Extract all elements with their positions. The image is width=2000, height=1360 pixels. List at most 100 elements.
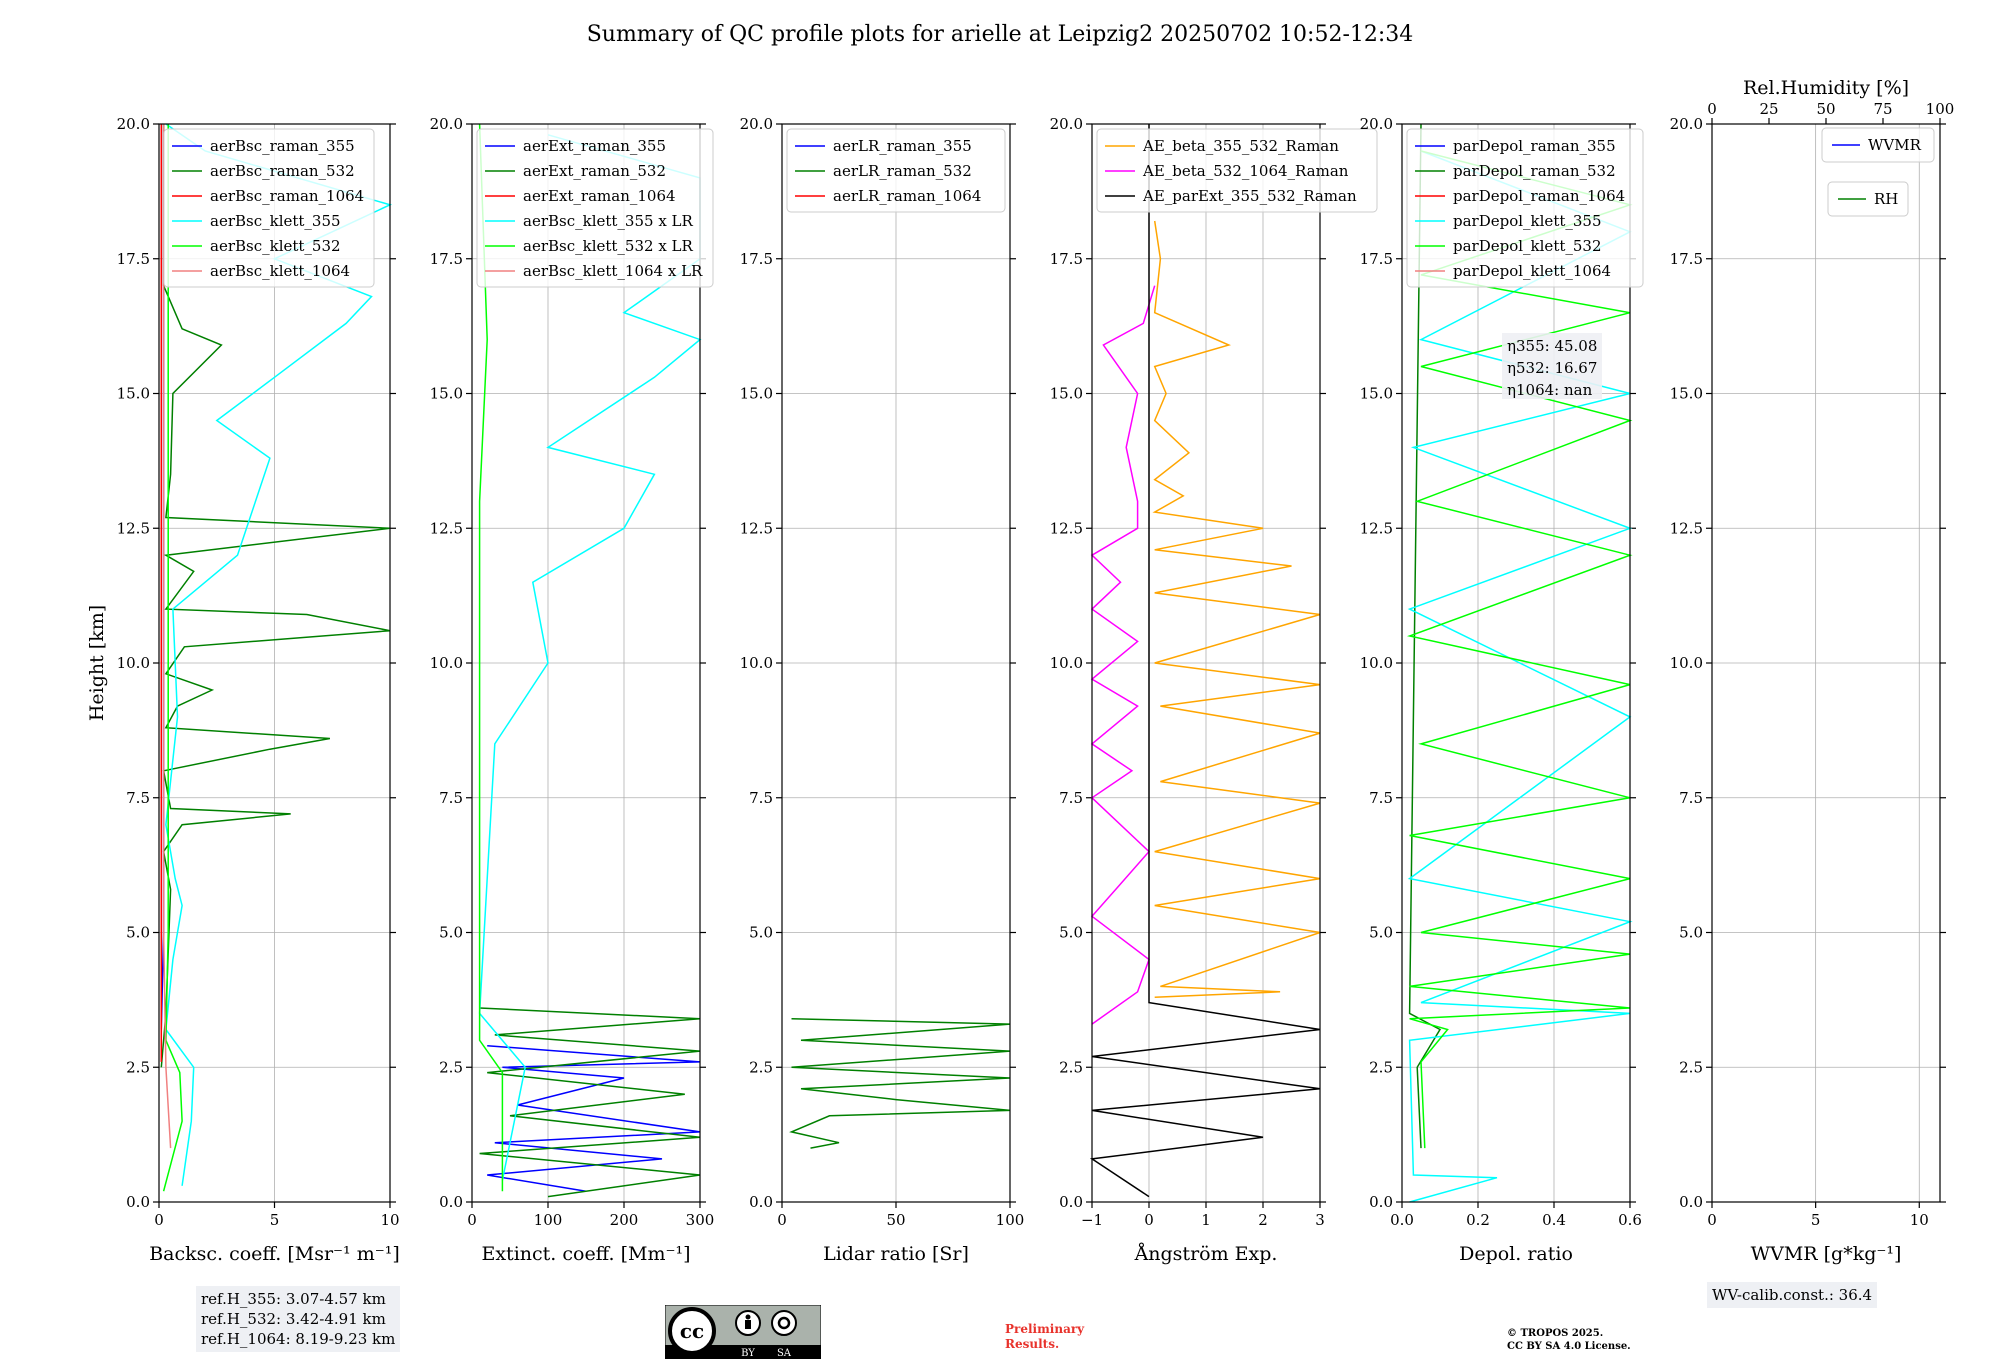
axes-frame: [781, 123, 1011, 1203]
panel-5: 0.0 2.5 5.0 7.5 10.0 12.5 15.0 17.5 20.0 0.0 0.2 0.…: [1360, 115, 1644, 1265]
series-aerBsc_klett_532 x LR: [478, 123, 504, 1192]
series-AE_beta_355_532_Raman: [1152, 220, 1321, 998]
y-tick-label: 10.0: [740, 654, 773, 672]
y-tick-label: 5.0: [749, 924, 773, 942]
y-tick-label: 2.5: [1059, 1058, 1083, 1076]
y-tick-label: 7.5: [749, 789, 773, 807]
top-x-tick-label: 75: [1873, 100, 1892, 118]
eta-value: η532: 16.67: [1507, 359, 1597, 377]
x-tick-label: 0.2: [1466, 1211, 1490, 1229]
x-axis-label: Backsc. coeff. [Msr⁻¹ m⁻¹]: [149, 1243, 400, 1265]
legend-entry: AE_beta_355_532_Raman: [1142, 137, 1339, 155]
eta-box: [1502, 333, 1602, 399]
series-aerBsc_klett_532: [162, 124, 183, 1192]
legend-entry: aerBsc_raman_355: [210, 137, 355, 155]
x-tick-label: 2: [1258, 1211, 1268, 1229]
x-tick-label: 0: [154, 1211, 164, 1229]
y-tick-label: 5.0: [126, 924, 150, 942]
cc-by-sa-badge: cc BY SA: [665, 1305, 821, 1359]
legend-entry: aerExt_raman_532: [523, 162, 666, 180]
eta-value: η355: 45.08: [1507, 337, 1597, 355]
legend: parDepol_raman_355 parDepol_raman_532 parD…: [1406, 128, 1644, 288]
legend-entry: parDepol_raman_1064: [1453, 187, 1625, 205]
x-tick-label: 200: [610, 1211, 639, 1229]
preliminary-line-1: Preliminary: [1005, 1322, 1085, 1336]
legend-entry: aerBsc_raman_532: [210, 162, 355, 180]
y-tick-label: 12.5: [740, 519, 773, 537]
panel-4: 0.0 2.5 5.0 7.5 10.0 12.5 15.0 17.5 20.0 −1 0 1 2 3 Ån…: [1050, 115, 1378, 1265]
axes-frame: [1711, 123, 1941, 1203]
cc-logo-text: cc: [680, 1319, 704, 1343]
legend-entry: aerLR_raman_355: [833, 137, 972, 155]
panel-1: 0.0 2.5 5.0 7.5 10.0 12.5 15.0 17.5 20.0 0 5 10 Back…: [86, 115, 400, 1265]
preliminary-line-2: Results.: [1005, 1337, 1060, 1351]
legend-entry: aerBsc_klett_1064: [210, 262, 350, 280]
y-tick-label: 15.0: [1360, 385, 1393, 403]
y-tick-label: 0.0: [1679, 1193, 1703, 1211]
legend-entry: aerBsc_raman_1064: [210, 187, 364, 205]
axes-frame: [1401, 123, 1631, 1203]
preliminary-results-note: Preliminary Results.: [1005, 1322, 1084, 1352]
series-AE_beta_532_1064_Raman: [1090, 285, 1156, 1025]
top-x-axis-label: Rel.Humidity [%]: [1743, 77, 1909, 99]
x-tick-label: 50: [886, 1211, 905, 1229]
eta-annotation: η355: 45.08 η532: 16.67 η1064: nan: [1502, 333, 1602, 399]
x-tick-label: 300: [686, 1211, 715, 1229]
copyright-line-2: CC BY SA 4.0 License.: [1507, 1341, 1631, 1352]
y-tick-label: 15.0: [117, 385, 150, 403]
legend-box: [786, 128, 1006, 213]
y-tick-label: 2.5: [439, 1058, 463, 1076]
y-tick-label: 2.5: [1369, 1058, 1393, 1076]
y-tick-label: 2.5: [1679, 1058, 1703, 1076]
y-tick-label: 20.0: [117, 115, 150, 133]
x-tick-label: 100: [534, 1211, 563, 1229]
top-x-tick-label: 100: [1926, 100, 1955, 118]
y-tick-label: 10.0: [1670, 654, 1703, 672]
y-tick-label: 0.0: [1059, 1193, 1083, 1211]
legend-entry: AE_beta_532_1064_Raman: [1142, 162, 1349, 180]
y-tick-label: 17.5: [1670, 250, 1703, 268]
y-tick-label: 10.0: [430, 654, 463, 672]
y-tick-label: 5.0: [439, 924, 463, 942]
legend-entry: aerBsc_klett_532 x LR: [523, 237, 694, 255]
x-tick-label: 10: [1910, 1211, 1929, 1229]
legend-box: [1406, 128, 1644, 288]
x-tick-label: 0.0: [1390, 1211, 1414, 1229]
x-tick-label: 0: [777, 1211, 787, 1229]
legend-box: [1821, 127, 1935, 163]
y-tick-label: 12.5: [1050, 519, 1083, 537]
y-tick-label: 12.5: [430, 519, 463, 537]
series-aerExt_raman_532: [479, 1007, 701, 1198]
ref-height-532: ref.H_532: 3.42-4.91 km: [201, 1310, 386, 1328]
x-axis-label: Extinct. coeff. [Mm⁻¹]: [481, 1243, 690, 1265]
y-tick-label: 2.5: [126, 1058, 150, 1076]
top-x-tick-label: 25: [1759, 100, 1778, 118]
y-tick-label: 17.5: [1050, 250, 1083, 268]
legend-entry: aerBsc_klett_1064 x LR: [523, 262, 703, 280]
top-x-tick-label: 0: [1707, 100, 1717, 118]
figure-title: Summary of QC profile plots for arielle …: [586, 22, 1414, 47]
legend: WVMR RH: [1821, 127, 1935, 217]
x-axis-label: WVMR [g*kg⁻¹]: [1751, 1243, 1902, 1265]
series-aerExt_raman_355: [487, 1044, 701, 1192]
axes-frame: [1091, 123, 1321, 1203]
axes-frame: [158, 123, 391, 1203]
y-tick-label: 7.5: [439, 789, 463, 807]
x-axis-label: Ångström Exp.: [1134, 1243, 1278, 1265]
panel-3: 0.0 2.5 5.0 7.5 10.0 12.5 15.0 17.5 20.0 0 50 100 Li…: [740, 115, 1025, 1265]
copyright-line-1: © TROPOS 2025.: [1507, 1328, 1604, 1339]
copyright-note: © TROPOS 2025. CC BY SA 4.0 License.: [1507, 1327, 1631, 1353]
legend: aerLR_raman_355 aerLR_raman_532 aerLR_rama…: [786, 128, 1006, 213]
legend-entry: RH: [1874, 190, 1898, 208]
y-tick-label: 0.0: [439, 1193, 463, 1211]
x-tick-label: −1: [1081, 1211, 1103, 1229]
y-tick-label: 17.5: [117, 250, 150, 268]
y-tick-label: 12.5: [1360, 519, 1393, 537]
y-tick-label: 7.5: [1369, 789, 1393, 807]
y-tick-label: 0.0: [126, 1193, 150, 1211]
x-tick-label: 0: [467, 1211, 477, 1229]
y-tick-label: 12.5: [117, 519, 150, 537]
panel-6: 0.02.55.07.510.012.515.017.520.00 5 100 25 5…: [1670, 77, 1955, 1265]
legend-entry: aerBsc_klett_355: [210, 212, 341, 230]
